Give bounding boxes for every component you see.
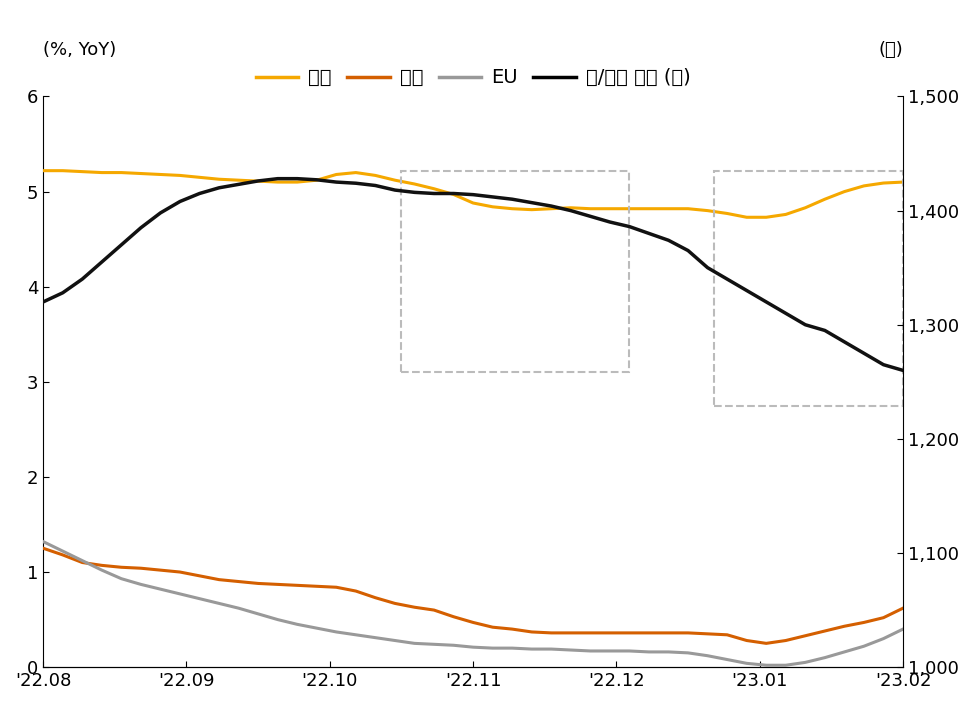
Text: (원): (원) (879, 42, 903, 59)
Bar (714, 171, 903, 405)
Legend: 중국, 미국, EU, 원/달러 환율 (우): 중국, 미국, EU, 원/달러 환율 (우) (247, 61, 698, 95)
Bar (401, 171, 629, 372)
Text: (%, YoY): (%, YoY) (43, 42, 117, 59)
